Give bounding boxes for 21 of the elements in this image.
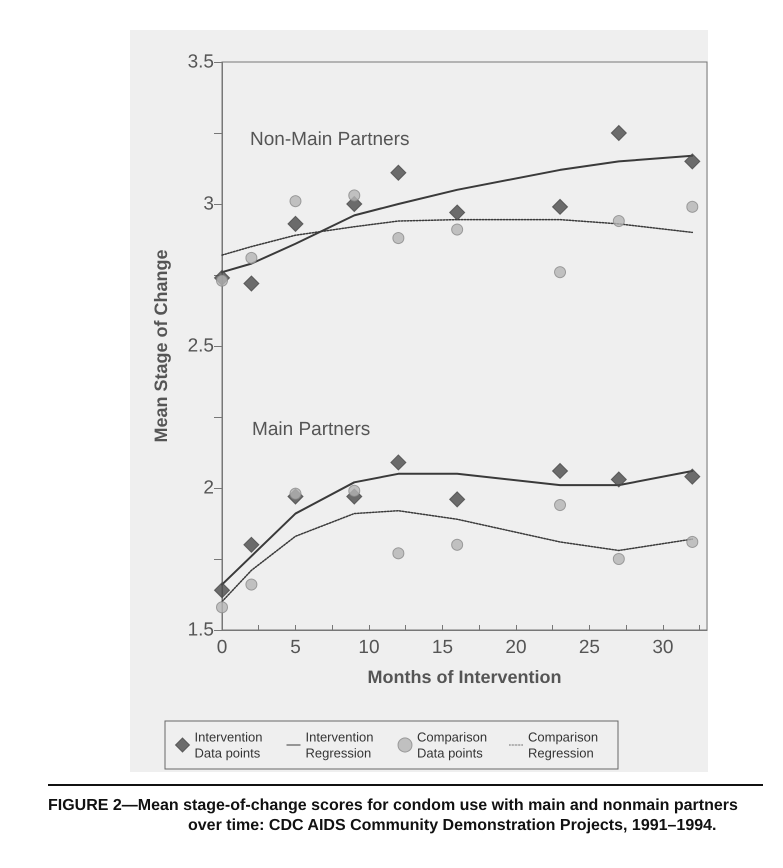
x-tick-label: 20 [505, 637, 527, 658]
legend-label: Comparison Regression [528, 730, 602, 760]
legend-label: Intervention Data points [194, 730, 266, 760]
x-axis-title: Months of Intervention [368, 667, 562, 687]
annotation: Main Partners [252, 419, 370, 440]
y-tick-label: 2 [203, 478, 214, 498]
y-tick-label: 2.5 [188, 336, 214, 356]
y-tick-label: 3 [203, 194, 214, 214]
annotation: Non-Main Partners [250, 129, 410, 150]
legend-label: Comparison Data points [417, 730, 491, 760]
x-tick-label: 30 [652, 637, 674, 658]
legend-label: Intervention Regression [306, 730, 378, 760]
x-tick-label: 5 [290, 637, 301, 658]
x-tick-label: 15 [432, 637, 454, 658]
y-axis-title: Mean Stage of Change [151, 249, 171, 443]
y-tick-label: 1.5 [188, 620, 214, 640]
y-tick-label: 3.5 [188, 52, 214, 72]
caption: FIGURE 2—Mean stage-of-change scores for condom use with main and nonmain partners over time: CDC AIDS Community Demonstration Projects, 1991–1994. [48, 796, 739, 836]
x-tick-label: 25 [578, 637, 600, 658]
x-tick-label: 0 [216, 637, 228, 658]
x-tick-label: 10 [358, 637, 380, 658]
